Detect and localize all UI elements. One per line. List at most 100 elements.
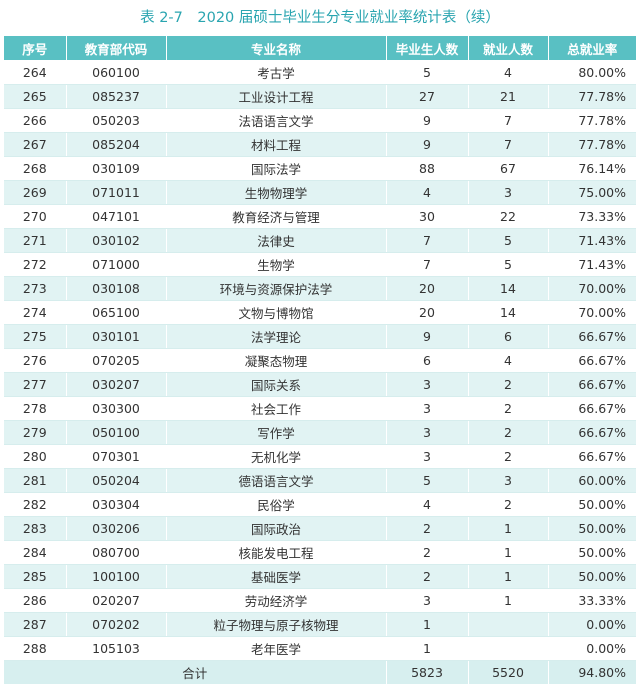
row-number-cell: 275 bbox=[4, 325, 66, 349]
graduates-cell: 2 bbox=[386, 541, 468, 565]
graduates-cell: 5 bbox=[386, 61, 468, 85]
graduates-cell: 20 bbox=[386, 277, 468, 301]
employed-cell: 5 bbox=[468, 229, 548, 253]
major-name-cell: 老年医学 bbox=[166, 637, 386, 661]
row-number-cell: 268 bbox=[4, 157, 66, 181]
major-name-cell: 国际关系 bbox=[166, 373, 386, 397]
code-cell: 030101 bbox=[66, 325, 166, 349]
rate-cell: 50.00% bbox=[548, 565, 636, 589]
code-cell: 030206 bbox=[66, 517, 166, 541]
rate-cell: 73.33% bbox=[548, 205, 636, 229]
major-name-cell: 德语语言文学 bbox=[166, 469, 386, 493]
major-name-cell: 教育经济与管理 bbox=[166, 205, 386, 229]
employed-cell: 2 bbox=[468, 445, 548, 469]
header-cell: 毕业生人数 bbox=[386, 36, 468, 61]
rate-cell: 50.00% bbox=[548, 541, 636, 565]
row-number-cell: 269 bbox=[4, 181, 66, 205]
rate-cell: 77.78% bbox=[548, 85, 636, 109]
row-number-cell: 266 bbox=[4, 109, 66, 133]
row-number-cell: 286 bbox=[4, 589, 66, 613]
header-row: 序号 教育部代码 专业名称 毕业生人数 就业人数 总就业率 bbox=[4, 36, 636, 61]
employed-cell: 5 bbox=[468, 253, 548, 277]
rate-cell: 71.43% bbox=[548, 253, 636, 277]
rate-cell: 80.00% bbox=[548, 61, 636, 85]
employed-cell: 1 bbox=[468, 517, 548, 541]
major-name-cell: 国际法学 bbox=[166, 157, 386, 181]
code-cell: 071000 bbox=[66, 253, 166, 277]
graduates-cell: 3 bbox=[386, 397, 468, 421]
graduates-cell: 4 bbox=[386, 493, 468, 517]
major-name-cell: 法律史 bbox=[166, 229, 386, 253]
row-number-cell: 282 bbox=[4, 493, 66, 517]
employed-cell: 14 bbox=[468, 301, 548, 325]
row-number-cell: 283 bbox=[4, 517, 66, 541]
row-number-cell: 272 bbox=[4, 253, 66, 277]
major-name-cell: 粒子物理与原子核物理 bbox=[166, 613, 386, 637]
major-name-cell: 环境与资源保护法学 bbox=[166, 277, 386, 301]
employed-cell: 7 bbox=[468, 133, 548, 157]
major-name-cell: 文物与博物馆 bbox=[166, 301, 386, 325]
row-number-cell: 264 bbox=[4, 61, 66, 85]
major-name-cell: 生物学 bbox=[166, 253, 386, 277]
row-number-cell: 278 bbox=[4, 397, 66, 421]
total-graduates: 5823 bbox=[386, 661, 468, 684]
employed-cell bbox=[468, 613, 548, 637]
graduates-cell: 3 bbox=[386, 589, 468, 613]
graduates-cell: 1 bbox=[386, 613, 468, 637]
rate-cell: 50.00% bbox=[548, 493, 636, 517]
row-number-cell: 285 bbox=[4, 565, 66, 589]
graduates-cell: 3 bbox=[386, 421, 468, 445]
code-cell: 030102 bbox=[66, 229, 166, 253]
row-number-cell: 284 bbox=[4, 541, 66, 565]
rate-cell: 66.67% bbox=[548, 373, 636, 397]
code-cell: 100100 bbox=[66, 565, 166, 589]
major-name-cell: 法语语言文学 bbox=[166, 109, 386, 133]
graduates-cell: 3 bbox=[386, 445, 468, 469]
code-cell: 030109 bbox=[66, 157, 166, 181]
employed-cell: 22 bbox=[468, 205, 548, 229]
rate-cell: 76.14% bbox=[548, 157, 636, 181]
header-cell: 就业人数 bbox=[468, 36, 548, 61]
employed-cell: 67 bbox=[468, 157, 548, 181]
graduates-cell: 27 bbox=[386, 85, 468, 109]
code-cell: 050204 bbox=[66, 469, 166, 493]
code-cell: 105103 bbox=[66, 637, 166, 661]
row-number-cell: 277 bbox=[4, 373, 66, 397]
rate-cell: 33.33% bbox=[548, 589, 636, 613]
code-cell: 071011 bbox=[66, 181, 166, 205]
graduates-cell: 1 bbox=[386, 637, 468, 661]
rate-cell: 66.67% bbox=[548, 421, 636, 445]
major-name-cell: 法学理论 bbox=[166, 325, 386, 349]
rate-cell: 77.78% bbox=[548, 133, 636, 157]
header-cell: 序号 bbox=[4, 36, 66, 61]
rate-cell: 75.00% bbox=[548, 181, 636, 205]
code-cell: 070205 bbox=[66, 349, 166, 373]
row-number-cell: 279 bbox=[4, 421, 66, 445]
total-rate: 94.80% bbox=[548, 661, 636, 684]
row-number-cell: 274 bbox=[4, 301, 66, 325]
employed-cell: 2 bbox=[468, 493, 548, 517]
major-name-cell: 凝聚态物理 bbox=[166, 349, 386, 373]
employed-cell: 14 bbox=[468, 277, 548, 301]
code-cell: 070301 bbox=[66, 445, 166, 469]
code-cell: 085204 bbox=[66, 133, 166, 157]
employed-cell: 2 bbox=[468, 373, 548, 397]
code-cell: 060100 bbox=[66, 61, 166, 85]
header-cell: 教育部代码 bbox=[66, 36, 166, 61]
major-name-cell: 考古学 bbox=[166, 61, 386, 85]
graduates-cell: 6 bbox=[386, 349, 468, 373]
graduates-cell: 3 bbox=[386, 373, 468, 397]
major-name-cell: 生物物理学 bbox=[166, 181, 386, 205]
total-row: 合计 5823 5520 94.80% bbox=[4, 661, 636, 684]
